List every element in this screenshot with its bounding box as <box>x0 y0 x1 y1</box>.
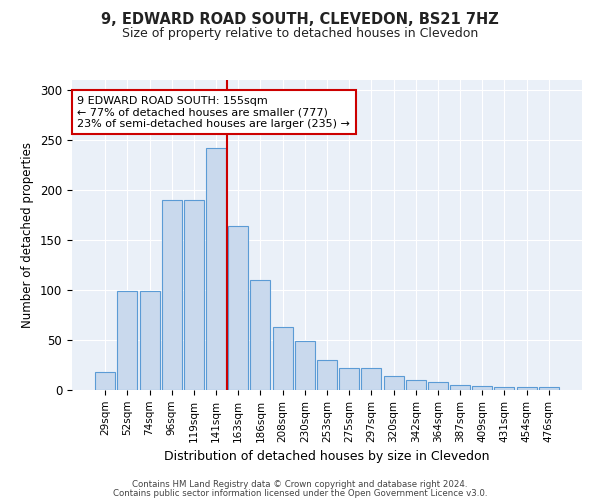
Text: Size of property relative to detached houses in Clevedon: Size of property relative to detached ho… <box>122 28 478 40</box>
Bar <box>317 360 337 390</box>
X-axis label: Distribution of detached houses by size in Clevedon: Distribution of detached houses by size … <box>164 450 490 463</box>
Bar <box>118 291 137 390</box>
Bar <box>272 327 293 390</box>
Bar <box>450 385 470 390</box>
Text: 9 EDWARD ROAD SOUTH: 155sqm
← 77% of detached houses are smaller (777)
23% of se: 9 EDWARD ROAD SOUTH: 155sqm ← 77% of det… <box>77 96 350 128</box>
Bar <box>472 386 492 390</box>
Text: Contains HM Land Registry data © Crown copyright and database right 2024.: Contains HM Land Registry data © Crown c… <box>132 480 468 489</box>
Bar <box>383 376 404 390</box>
Bar <box>406 380 426 390</box>
Text: Contains public sector information licensed under the Open Government Licence v3: Contains public sector information licen… <box>113 490 487 498</box>
Bar <box>206 148 226 390</box>
Y-axis label: Number of detached properties: Number of detached properties <box>22 142 34 328</box>
Bar <box>95 372 115 390</box>
Bar <box>140 291 160 390</box>
Bar <box>539 387 559 390</box>
Bar <box>428 382 448 390</box>
Bar <box>339 368 359 390</box>
Bar <box>295 341 315 390</box>
Text: 9, EDWARD ROAD SOUTH, CLEVEDON, BS21 7HZ: 9, EDWARD ROAD SOUTH, CLEVEDON, BS21 7HZ <box>101 12 499 28</box>
Bar <box>494 387 514 390</box>
Bar <box>517 387 536 390</box>
Bar <box>184 200 204 390</box>
Bar <box>361 368 382 390</box>
Bar <box>228 226 248 390</box>
Bar <box>250 280 271 390</box>
Bar <box>162 200 182 390</box>
